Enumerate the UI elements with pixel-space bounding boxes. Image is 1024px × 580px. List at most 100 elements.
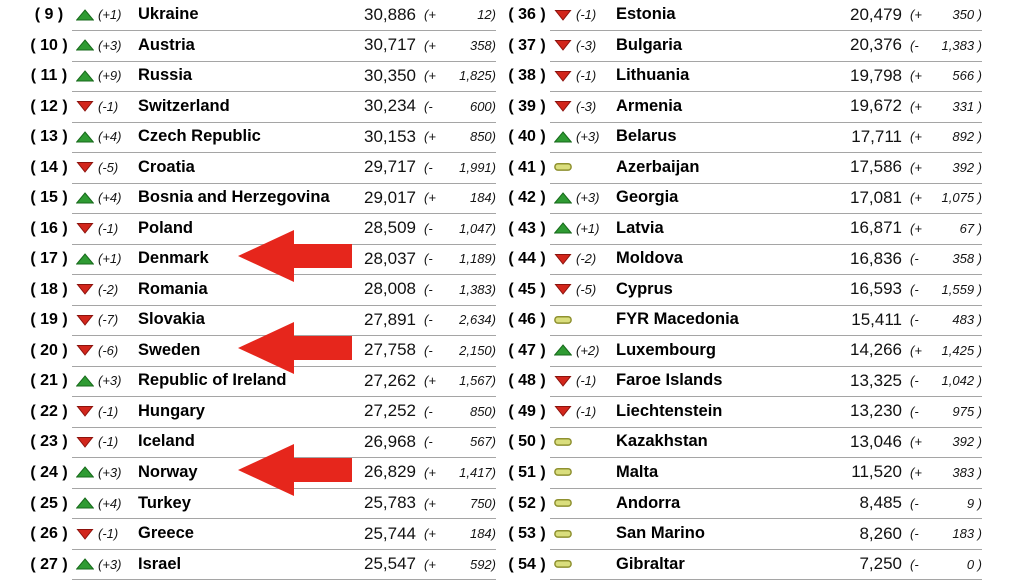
points-value: 29,017 — [364, 187, 416, 207]
points-value: 20,376 — [850, 35, 902, 55]
movement-indicator — [72, 497, 98, 509]
rank-label: ( 51 ) — [508, 463, 546, 481]
table-row: ( 27 ) (+3) Israel 25,547 (+ 592) — [0, 549, 512, 580]
rank-label: ( 52 ) — [508, 494, 546, 512]
movement-label: (-1) — [576, 68, 597, 84]
movement-label: (-1) — [98, 220, 119, 236]
points-change-sign: (+ — [910, 190, 922, 206]
row-body: (-3) Bulgaria 20,376 (- 1,383 ) — [550, 30, 982, 62]
movement-indicator — [72, 8, 98, 21]
down-triangle-icon — [76, 528, 94, 540]
points-value: 16,871 — [850, 218, 902, 238]
country-name: Lithuania — [616, 66, 690, 85]
rank-label: ( 27 ) — [30, 555, 68, 573]
points-change: (- 483 ) — [910, 312, 982, 327]
points-change: (- 975 ) — [910, 404, 982, 419]
movement-indicator — [72, 69, 98, 82]
row-body: (-1) Switzerland 30,234 (- 600) — [72, 91, 496, 123]
equal-dash-icon — [554, 315, 572, 324]
points-change-value: 2,150) — [459, 342, 496, 358]
movement-label: (+4) — [98, 495, 122, 511]
movement-label: (+2) — [576, 342, 600, 358]
points-change: (+ 184) — [424, 190, 496, 205]
points-change-sign: (- — [910, 556, 919, 572]
movement-indicator — [550, 466, 576, 478]
ranking-column-left: ( 9 ) (+1) Ukraine 30,886 (+ 12) ( 10 ) … — [0, 5, 512, 580]
points-change-sign: (+ — [910, 68, 922, 84]
up-triangle-icon — [554, 131, 572, 143]
movement-label: (-5) — [98, 159, 119, 175]
row-body: (-1) Liechtenstein 13,230 (- 975 ) — [550, 396, 982, 428]
points-value: 19,798 — [850, 65, 902, 85]
movement-label: (+3) — [576, 129, 600, 145]
up-triangle-icon — [76, 39, 94, 51]
points-value: 27,252 — [364, 401, 416, 421]
movement-label: (+1) — [576, 220, 600, 236]
movement-label: (-1) — [98, 526, 119, 542]
points-change-value: 1,383 ) — [941, 37, 982, 53]
equal-dash-icon — [554, 163, 572, 172]
points-change: (+ 850) — [424, 129, 496, 144]
points-change-value: 1,383) — [459, 281, 496, 297]
points-change-sign: (- — [910, 373, 919, 389]
points-change-value: 392 ) — [952, 159, 982, 175]
table-row: ( 47 ) (+2) Luxembourg 14,266 (+ 1,425 ) — [492, 336, 998, 367]
points-value: 16,593 — [850, 279, 902, 299]
equal-dash-icon — [554, 559, 572, 568]
points-change: (+ 358) — [424, 38, 496, 53]
points-change: (+ 350 ) — [910, 7, 982, 22]
row-body: (-1) Estonia 20,479 (+ 350 ) — [550, 0, 982, 32]
movement-label: (+9) — [98, 68, 122, 84]
table-row: ( 13 ) (+4) Czech Republic 30,153 (+ 850… — [0, 122, 512, 154]
rank-label: ( 14 ) — [30, 158, 68, 176]
red-arrow-icon — [237, 321, 353, 375]
points-value: 19,672 — [850, 96, 902, 116]
points-change-sign: (- — [910, 495, 919, 511]
points-change: (+ 392 ) — [910, 160, 982, 175]
rank-label: ( 12 ) — [30, 97, 68, 115]
points-change-sign: (+ — [910, 98, 922, 114]
down-triangle-icon — [554, 406, 572, 418]
points-change-sign: (+ — [910, 159, 922, 175]
points-change: (+ 67 ) — [910, 221, 982, 236]
down-triangle-icon — [554, 253, 572, 265]
row-body: (+3) Austria 30,717 (+ 358) — [72, 30, 496, 62]
rank-label: ( 41 ) — [508, 158, 546, 176]
points-change-value: 1,075 ) — [941, 190, 982, 206]
movement-label: (+3) — [98, 464, 122, 480]
row-body: (-3) Armenia 19,672 (+ 331 ) — [550, 91, 982, 123]
country-name: Moldova — [616, 249, 683, 268]
rank-label: ( 38 ) — [508, 67, 546, 85]
points-change-value: 331 ) — [952, 98, 982, 114]
points-value: 26,829 — [364, 462, 416, 482]
up-triangle-icon — [76, 466, 94, 478]
up-triangle-icon — [554, 192, 572, 204]
country-name: Kazakhstan — [616, 432, 708, 451]
points-change: (- 1,047) — [424, 221, 496, 236]
points-value: 27,891 — [364, 309, 416, 329]
rank-label: ( 40 ) — [508, 128, 546, 146]
table-row: ( 12 ) (-1) Switzerland 30,234 (- 600) — [0, 92, 512, 123]
movement-indicator — [550, 436, 576, 448]
row-body: (+4) Turkey 25,783 (+ 750) — [72, 488, 496, 520]
points-change-sign: (- — [424, 434, 433, 450]
points-change-sign: (- — [424, 342, 433, 358]
movement-indicator — [72, 375, 98, 387]
points-value: 7,250 — [859, 554, 902, 574]
country-name: Sweden — [138, 340, 201, 359]
down-triangle-icon — [554, 70, 572, 82]
points-value: 25,547 — [364, 554, 416, 574]
points-change: (- 2,150) — [424, 343, 496, 358]
points-change-value: 1,991) — [459, 159, 496, 175]
table-row: ( 43 ) (+1) Latvia 16,871 (+ 67 ) — [492, 214, 998, 245]
row-body: (+4) Czech Republic 30,153 (+ 850) — [72, 122, 496, 154]
points-value: 15,411 — [851, 309, 902, 329]
rank-label: ( 45 ) — [508, 280, 546, 298]
down-triangle-icon — [76, 284, 94, 296]
table-row: ( 48 ) (-1) Faroe Islands 13,325 (- 1,04… — [492, 366, 998, 398]
points-change-sign: (- — [424, 403, 433, 419]
equal-dash-icon — [554, 468, 572, 477]
row-body: (-1) Greece 25,744 (+ 184) — [72, 518, 496, 550]
movement-label: (+3) — [98, 556, 122, 572]
up-triangle-icon — [554, 222, 572, 234]
